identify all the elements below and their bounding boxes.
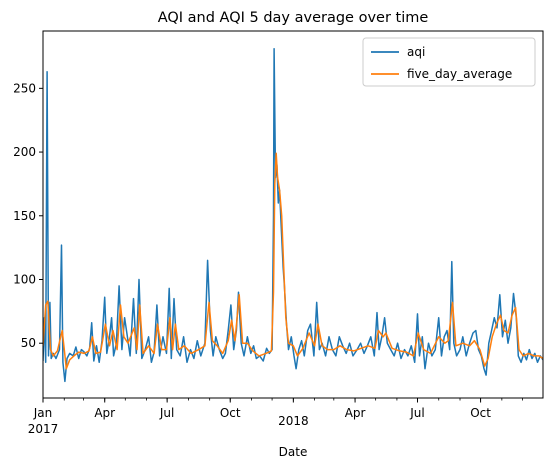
x-tick-label: Jul: [409, 406, 424, 420]
series-layer: [43, 48, 543, 383]
y-axis: 50 100 150 200 250: [13, 81, 43, 350]
x-tick-year-label: 2018: [278, 414, 309, 428]
x-axis-label: Date: [279, 445, 308, 459]
x-tick-label: Jul: [159, 406, 174, 420]
y-tick-label: 150: [13, 209, 36, 223]
x-tick-year-label: 2017: [28, 422, 59, 436]
legend-label-five-day-average: five_day_average: [407, 67, 512, 81]
legend: aqi five_day_average: [362, 37, 536, 87]
y-tick-label: 50: [21, 336, 36, 350]
x-tick-label: Apr: [94, 406, 115, 420]
chart-title: AQI and AQI 5 day average over time: [158, 10, 429, 26]
y-tick-label: 250: [13, 81, 36, 95]
legend-label-aqi: aqi: [407, 45, 425, 59]
y-tick-label: 100: [13, 272, 36, 286]
x-tick-label: Oct: [470, 406, 491, 420]
x-tick-label: Apr: [345, 406, 366, 420]
x-axis: Jan 2017 Apr Jul Oct 2018 Apr Jul Oct: [28, 398, 523, 436]
y-tick-label: 200: [13, 145, 36, 159]
x-tick-label: Jan: [33, 406, 53, 420]
legend-box: [362, 37, 536, 87]
x-tick-label: Oct: [220, 406, 241, 420]
series-line-five-day-average: [43, 152, 543, 370]
